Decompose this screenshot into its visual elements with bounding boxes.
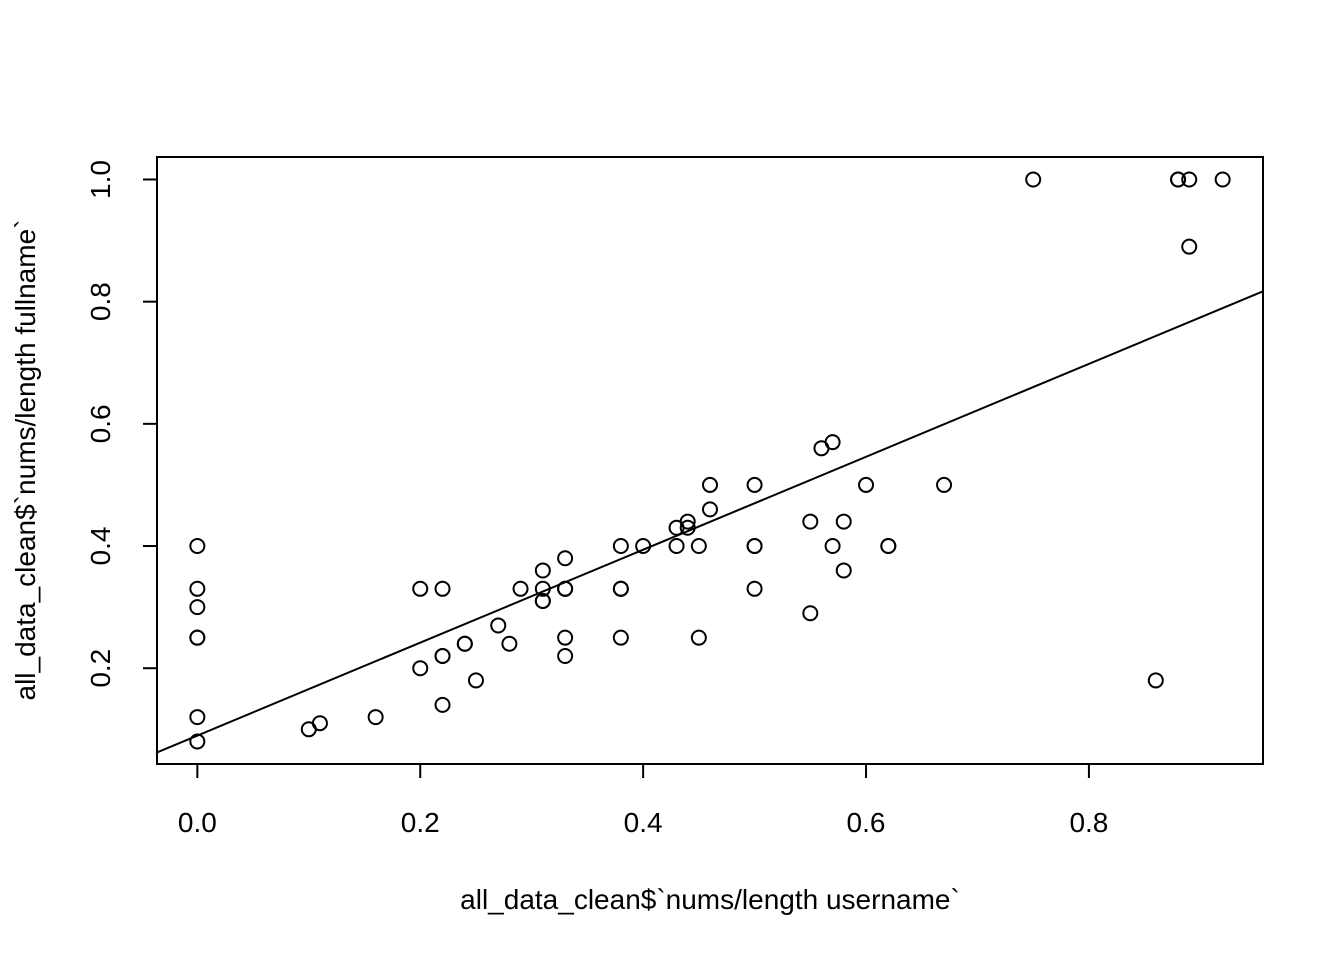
data-point — [557, 550, 574, 567]
data-points — [189, 171, 1231, 750]
data-point — [367, 709, 384, 726]
data-point — [412, 580, 429, 597]
data-point — [858, 476, 875, 493]
data-point — [1181, 238, 1198, 255]
data-point — [557, 647, 574, 664]
data-point — [557, 629, 574, 646]
data-point — [456, 635, 473, 652]
data-point — [467, 672, 484, 689]
data-point — [434, 647, 451, 664]
data-point — [612, 580, 629, 597]
data-point — [612, 629, 629, 646]
data-point — [434, 696, 451, 713]
data-point — [534, 562, 551, 579]
y-tick-label: 0.4 — [85, 527, 116, 566]
data-point — [189, 580, 206, 597]
data-point — [189, 599, 206, 616]
x-tick-label: 0.4 — [624, 807, 663, 838]
data-point — [802, 513, 819, 530]
data-point — [189, 709, 206, 726]
data-point — [311, 715, 328, 732]
y-tick-label: 1.0 — [85, 160, 116, 199]
data-point — [835, 513, 852, 530]
data-point — [1170, 171, 1187, 188]
regression-line — [156, 290, 1264, 754]
y-axis-label: all_data_clean$`nums/length fullname` — [10, 220, 41, 701]
data-point — [501, 635, 518, 652]
data-point — [690, 629, 707, 646]
x-axis-label: all_data_clean$`nums/length username` — [460, 884, 960, 915]
y-axis: 0.2 0.4 0.6 0.8 1.0 — [85, 160, 158, 688]
data-point — [824, 538, 841, 555]
x-tick-label: 0.8 — [1069, 807, 1108, 838]
data-point — [746, 476, 763, 493]
data-point — [189, 538, 206, 555]
data-point — [679, 513, 696, 530]
data-point — [668, 538, 685, 555]
x-tick-label: 0.6 — [847, 807, 886, 838]
data-point — [534, 593, 551, 610]
data-point — [1025, 171, 1042, 188]
data-point — [1147, 672, 1164, 689]
data-point — [835, 562, 852, 579]
data-point — [936, 476, 953, 493]
x-axis: 0.0 0.2 0.4 0.6 0.8 — [178, 763, 1108, 838]
data-point — [512, 580, 529, 597]
data-point — [490, 617, 507, 634]
plot-frame — [156, 156, 1264, 765]
data-point — [612, 538, 629, 555]
y-tick-label: 0.8 — [85, 282, 116, 321]
data-point — [690, 538, 707, 555]
data-point — [412, 660, 429, 677]
y-tick-label: 0.2 — [85, 649, 116, 688]
data-point — [746, 538, 763, 555]
data-point — [702, 476, 718, 493]
data-point — [746, 580, 763, 597]
data-point — [1214, 171, 1231, 188]
data-point — [702, 501, 718, 518]
data-point — [802, 605, 819, 622]
data-point — [880, 538, 897, 555]
y-tick-label: 0.6 — [85, 404, 116, 443]
data-point — [434, 580, 451, 597]
x-tick-label: 0.2 — [401, 807, 440, 838]
data-point — [189, 629, 206, 646]
data-point — [1181, 171, 1198, 188]
x-tick-label: 0.0 — [178, 807, 217, 838]
data-point — [824, 434, 841, 451]
